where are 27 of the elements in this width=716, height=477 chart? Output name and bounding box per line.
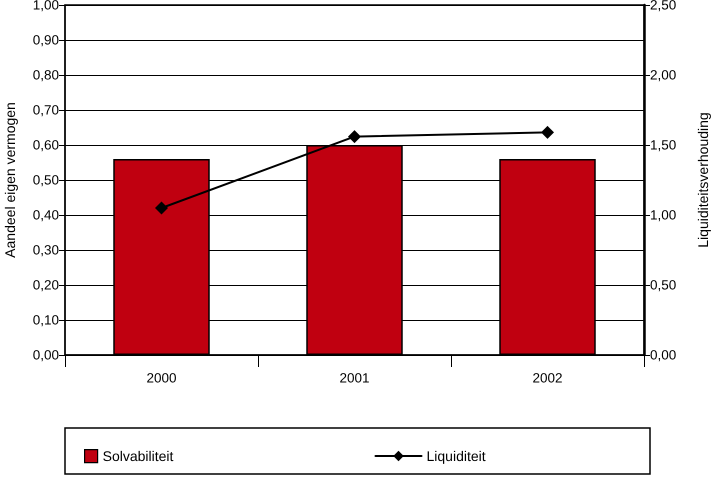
y-tick-label: 0,90 (32, 32, 59, 48)
x-tick-label: 2002 (532, 370, 563, 386)
y-tick-label: 0,50 (32, 172, 59, 188)
y2-tick-label: 0,50 (650, 278, 676, 292)
y2-tick-label: 2,00 (650, 68, 676, 82)
legend-label: Solvabiliteit (102, 448, 174, 464)
y2-tick-label: 2,50 (650, 0, 676, 12)
y-tick-label: 0,30 (32, 242, 59, 258)
y-axis-title: Aandeel eigen vermogen (2, 102, 18, 258)
point (155, 202, 168, 214)
y2-tick-label: 1,50 (650, 138, 676, 152)
y-tick-label: 0,60 (32, 138, 59, 152)
y-tick-label: 0,10 (32, 312, 59, 328)
y-tick-label: 0,80 (32, 68, 59, 82)
y-tick-label: 0,20 (32, 278, 59, 292)
y2-tick-label: 1,00 (650, 208, 676, 222)
y-tick-label: 0,40 (32, 208, 59, 222)
point (348, 130, 361, 144)
y2-tick-label: 0,00 (650, 348, 676, 362)
y2-axis-title: Liquiditeitsverhouding (695, 112, 711, 248)
legend-label: Liquiditeit (426, 448, 486, 464)
x-tick-label: 2001 (339, 370, 370, 386)
y-tick-label: 0,70 (32, 102, 59, 118)
y-tick-label: 0,00 (32, 348, 59, 362)
x-tick-label: 2000 (146, 370, 177, 386)
point (541, 126, 554, 139)
y-tick-label: 1,00 (32, 0, 59, 12)
